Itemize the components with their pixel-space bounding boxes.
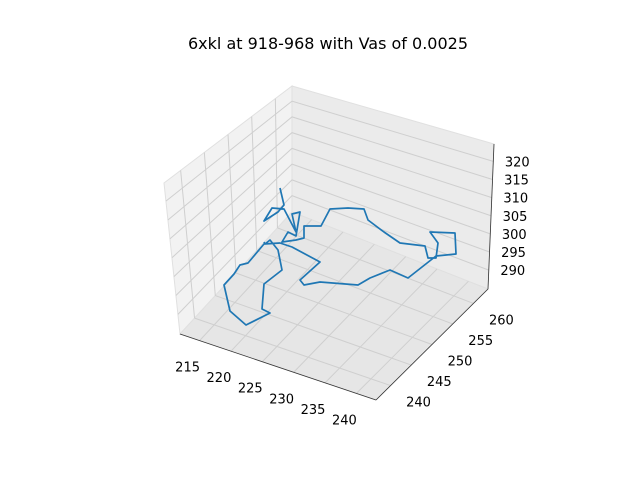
grid-lines <box>165 98 494 394</box>
z-tick-label: 305 <box>503 210 528 225</box>
y-tick-label: 250 <box>448 355 473 370</box>
y-gridline <box>235 272 433 345</box>
z-gridline <box>169 132 492 240</box>
z-gridline <box>175 179 490 296</box>
x-axis-line <box>179 333 377 401</box>
y-gridline-back <box>251 116 258 251</box>
z-gridline <box>165 100 494 202</box>
y-gridline-back <box>180 170 196 319</box>
y-gridline <box>256 249 453 325</box>
y-gridline <box>215 295 412 366</box>
z-gridline <box>167 116 493 221</box>
z-tick-label: 310 <box>503 192 528 207</box>
y-tick-label: 260 <box>489 313 514 328</box>
x-tick-label: 220 <box>207 371 232 386</box>
y-gridline-back <box>203 152 216 296</box>
z-tick-label: 295 <box>501 246 526 261</box>
x-tick-label: 215 <box>175 361 200 376</box>
y-axis-line <box>375 288 489 401</box>
z-gridline <box>173 163 491 277</box>
tick-labels: 215 220 225 230 235 240 240 245 250 255 260 290 295 3… <box>175 155 530 428</box>
y-tick-label: 245 <box>427 375 452 390</box>
x-tick-label: 235 <box>301 403 326 418</box>
z-tick-label: 315 <box>504 174 529 189</box>
x-tick-label: 225 <box>238 382 263 397</box>
z-axis-line <box>487 143 495 290</box>
y-tick-label: 240 <box>406 396 431 411</box>
z-tick-label: 300 <box>502 228 527 243</box>
y-gridline <box>194 317 391 387</box>
axes-panes <box>163 84 495 401</box>
axis-lines <box>179 143 495 401</box>
y-gridline <box>277 227 474 304</box>
z-tick-label: 320 <box>505 155 530 170</box>
x-tick-label: 240 <box>332 413 357 428</box>
y-gridline-back <box>227 134 237 274</box>
z-gridline <box>171 147 492 259</box>
series-group <box>223 187 457 326</box>
series-line <box>223 187 457 326</box>
x-tick-label: 230 <box>269 392 294 407</box>
chart-title: 6xkl at 918-968 with Vas of 0.0025 <box>188 34 468 53</box>
z-tick-label: 290 <box>500 264 525 279</box>
y-tick-label: 255 <box>468 334 493 349</box>
